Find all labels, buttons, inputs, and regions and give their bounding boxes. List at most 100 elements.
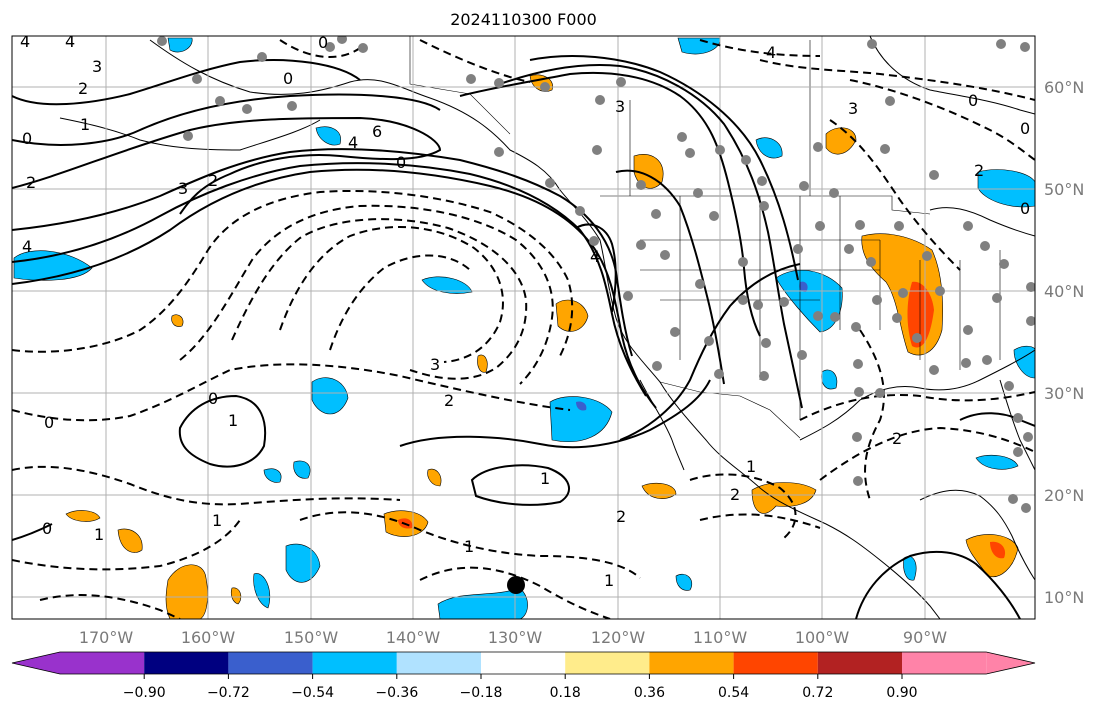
shade-cyan-small4 [293,460,311,479]
contour-labels: 4 4 0 3 3 0 2 1 0 2 6 4 0 3 2 4 4 3 1 0 … [20,32,1030,590]
colorbar-seg-2 [60,652,145,674]
contour-label: 4 [20,32,30,51]
shade-cyan-top2 [167,37,193,53]
colorbar-seg-4 [228,652,313,674]
shade-orange-ca [965,534,1019,578]
shade-orange-north [825,127,857,155]
shade-cyan-pac1 [311,377,349,415]
map-panel: 4 4 0 3 3 0 2 1 0 2 6 4 0 3 2 4 4 3 1 0 … [12,32,1035,619]
shade-cyan-small8 [675,573,693,591]
shade-orange-mex [751,482,817,514]
contour-label: 2 [974,161,984,180]
coast-baja [639,379,685,471]
colorbar-tick-label: 0.90 [886,685,917,701]
coast-aleutians [59,117,321,151]
lon-label: 100°W [795,628,850,647]
colorbar-seg-12 [902,652,987,674]
colorbar-seg-6 [396,652,481,674]
colorbar-tick-label: −0.72 [207,685,250,701]
contour-label: 0 [968,91,978,110]
contour-label: 3 [430,355,440,374]
contour-label: 3 [848,99,858,118]
colorbar-tick-label: 0.54 [718,685,749,701]
shade-cyan-pac2 [549,396,613,442]
colorbar-seg-5 [312,652,397,674]
lon-label: 170°W [79,628,134,647]
shade-orange-small4 [230,587,242,605]
shade-red-ca [990,541,1006,559]
coast-greatlakes [929,207,1035,237]
border-states-3 [879,240,1001,370]
contour-label: 1 [604,571,614,590]
colorbar-seg-8 [565,652,650,674]
shade-cyan-kodiak [315,126,341,146]
shade-cyan-canada [977,169,1035,208]
shade-orange-sw3 [65,510,101,522]
contour-label: 2 [26,173,36,192]
shade-red-gulf [907,281,934,348]
lon-label: 140°W [386,628,441,647]
colorbar-tick-label: 0.72 [802,685,833,701]
contour-label: 3 [92,57,102,76]
lon-label: 110°W [693,628,748,647]
contour-label: 0 [396,153,406,172]
contours-positive [12,55,1035,619]
colorbar-tick-label: −0.36 [375,685,418,701]
coast-hudson [869,36,1035,115]
contour-label: 2 [208,171,218,190]
lon-label: 160°W [181,628,236,647]
colorbar: −0.90 −0.72 −0.54 −0.36 −0.18 0.18 0.36 … [11,651,1036,701]
contour-label: 4 [590,247,600,266]
contour-label: 0 [1020,199,1030,218]
contour-label: 4 [348,133,358,152]
contour-label: 0 [22,129,32,148]
shade-blue-core2 [799,281,808,292]
grid [12,36,1035,619]
contour-label: 3 [615,97,625,116]
coast-yucatan [919,489,1035,581]
contour-label: 2 [78,79,88,98]
shade-orange-small1 [477,354,488,373]
contour-label: 2 [730,485,740,504]
lon-label: 90°W [903,628,947,647]
contour-label: 2 [892,429,902,448]
lat-label: 60°N [1044,78,1084,97]
lon-label: 120°W [591,628,646,647]
colorbar-ticks [143,674,903,679]
contour-label: 1 [94,525,104,544]
contour-label: 1 [464,537,474,556]
coast-gulf [799,349,1035,441]
contour-label: 0 [208,389,218,408]
contour-label: 1 [80,115,90,134]
colorbar-outline [11,651,1036,675]
lon-label: 130°W [488,628,543,647]
contour-label: 4 [22,237,32,256]
coastlines [59,36,1035,619]
contour-label: 0 [318,33,328,52]
stations [157,36,1035,513]
colorbar-tick-label: −0.18 [460,685,503,701]
shade-cyan-small6 [975,454,1019,470]
station-black [507,576,525,594]
contour-label: 4 [65,32,75,51]
lon-label: 150°W [284,628,339,647]
shade-orange-sw [165,564,208,619]
contour-label: 2 [444,391,454,410]
shade-cyan-small1 [755,137,783,159]
map-title: 2024110300 F000 [450,10,597,29]
shade-blue-core [576,401,587,411]
contour-label: 3 [178,179,188,198]
shade-cyan-se [1013,345,1035,379]
shade-cyan-small3 [263,468,282,483]
contour-label: 0 [1020,119,1030,138]
contour-label: 0 [283,69,293,88]
colorbar-seg-3 [144,652,229,674]
colorbar-tick-label: −0.54 [291,685,334,701]
coast-alaska [149,39,941,619]
border-ak-canada [409,36,511,135]
contour-label: 4 [766,43,776,62]
contour-label: 1 [746,457,756,476]
contour-label: 1 [212,511,222,530]
border-us-mexico [659,381,801,439]
contours-negative [12,39,1035,619]
